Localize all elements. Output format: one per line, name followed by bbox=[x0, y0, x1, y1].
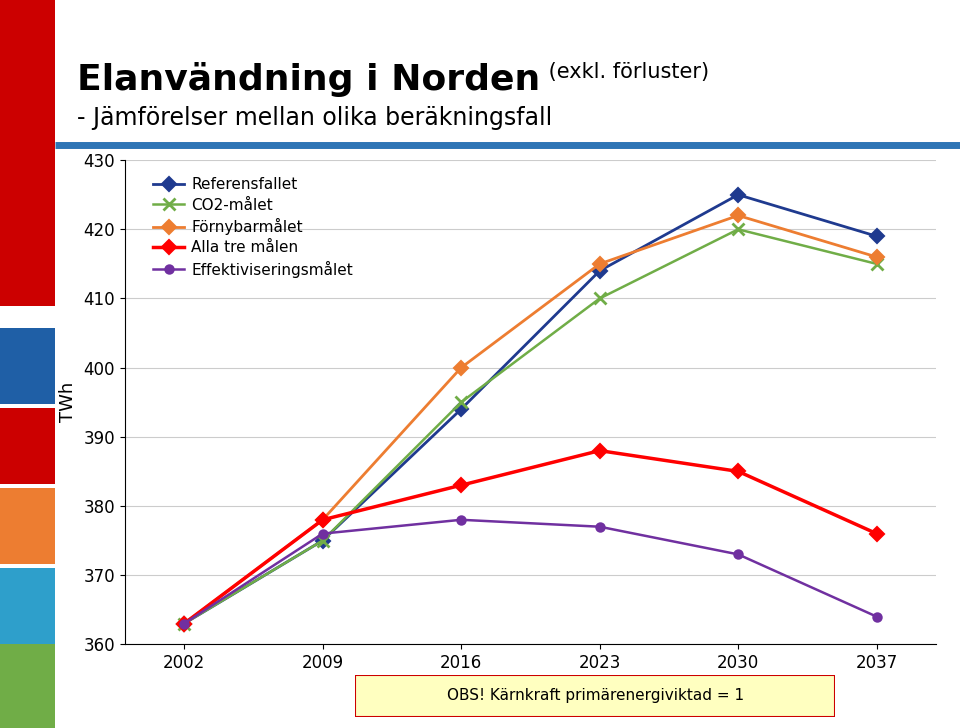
Förnybarmålet bbox=[732, 211, 744, 220]
CO2-målet bbox=[594, 294, 606, 303]
Alla tre målen bbox=[871, 529, 882, 538]
CO2-målet bbox=[732, 225, 744, 234]
Line: Förnybarmålet: Förnybarmålet bbox=[180, 210, 881, 628]
Effektiviseringsmålet bbox=[317, 529, 328, 538]
Förnybarmålet bbox=[179, 620, 190, 628]
Line: CO2-målet: CO2-målet bbox=[178, 223, 883, 630]
FancyBboxPatch shape bbox=[355, 675, 835, 717]
CO2-målet bbox=[317, 536, 328, 545]
Text: Elanvändning i Norden: Elanvändning i Norden bbox=[77, 62, 540, 97]
Alla tre målen bbox=[594, 446, 606, 455]
CO2-målet bbox=[455, 398, 467, 407]
Text: - Jämförelser mellan olika beräkningsfall: - Jämförelser mellan olika beräkningsfal… bbox=[77, 106, 552, 130]
CO2-målet bbox=[871, 260, 882, 269]
Line: Referensfallet: Referensfallet bbox=[180, 190, 881, 628]
CO2-målet bbox=[179, 620, 190, 628]
Alla tre målen bbox=[179, 620, 190, 628]
Förnybarmålet bbox=[317, 515, 328, 524]
Förnybarmålet bbox=[455, 363, 467, 372]
Effektiviseringsmålet bbox=[871, 612, 882, 621]
Alla tre målen bbox=[732, 467, 744, 476]
Text: (exkl. förluster): (exkl. förluster) bbox=[542, 62, 709, 82]
Referensfallet bbox=[732, 191, 744, 199]
Förnybarmålet bbox=[871, 253, 882, 261]
Effektiviseringsmålet bbox=[455, 515, 467, 524]
Referensfallet bbox=[594, 266, 606, 275]
Line: Effektiviseringsmålet: Effektiviseringsmålet bbox=[180, 515, 881, 628]
Alla tre målen bbox=[455, 480, 467, 489]
Effektiviseringsmålet bbox=[732, 550, 744, 559]
Effektiviseringsmålet bbox=[594, 523, 606, 531]
Line: Alla tre målen: Alla tre målen bbox=[180, 446, 881, 628]
Referensfallet bbox=[317, 536, 328, 545]
Text: OBS! Kärnkraft primärenergiviktad = 1: OBS! Kärnkraft primärenergiviktad = 1 bbox=[446, 689, 744, 703]
Referensfallet bbox=[179, 620, 190, 628]
Alla tre målen bbox=[317, 515, 328, 524]
Y-axis label: TWh: TWh bbox=[59, 382, 77, 422]
Förnybarmålet bbox=[594, 260, 606, 269]
Referensfallet bbox=[455, 405, 467, 414]
Referensfallet bbox=[871, 232, 882, 241]
Effektiviseringsmålet bbox=[179, 620, 190, 628]
Legend: Referensfallet, CO2-målet, Förnybarmålet, Alla tre målen, Effektiviseringsmålet: Referensfallet, CO2-målet, Förnybarmålet… bbox=[149, 173, 358, 282]
